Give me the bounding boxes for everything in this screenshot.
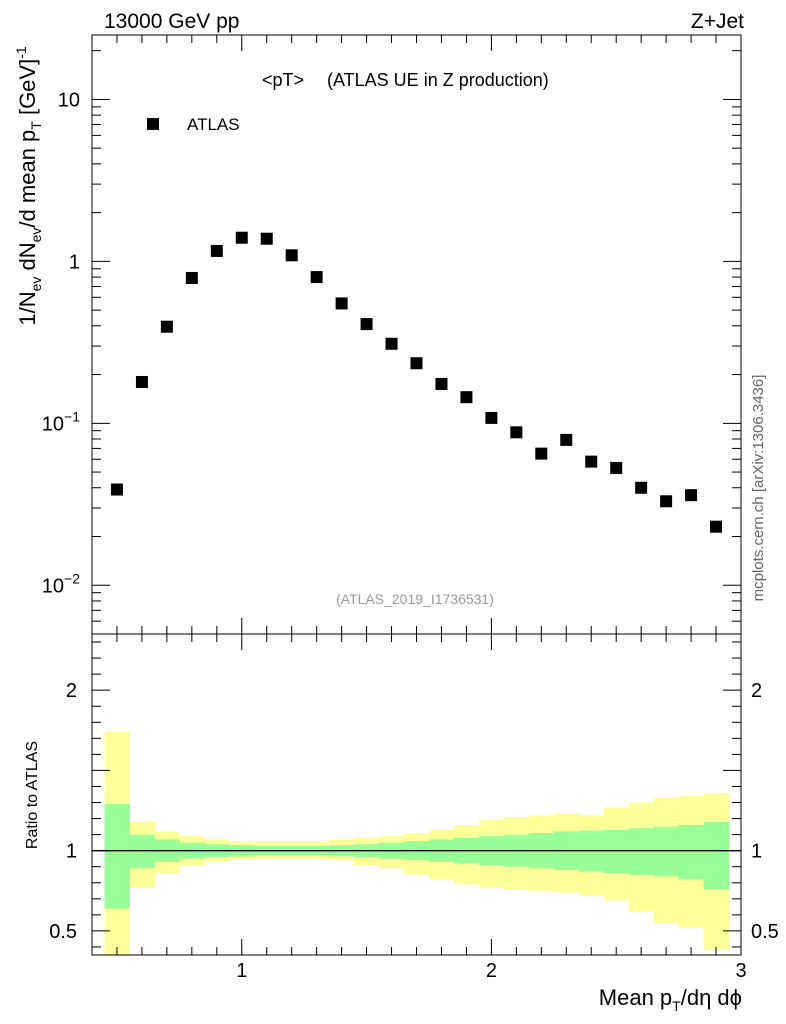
atlas-data-point xyxy=(310,271,323,284)
plot-title-main: <pT> xyxy=(262,70,304,90)
ratio-tick-label-right: 0.5 xyxy=(751,921,779,943)
atlas-data-point xyxy=(535,447,548,460)
ratio-tick-label-left: 1 xyxy=(66,841,77,863)
ratio-band-inner-bin xyxy=(603,829,630,874)
atlas-data-point xyxy=(135,375,148,388)
ratio-tick-label-right: 1 xyxy=(751,841,762,863)
atlas-data-point xyxy=(510,426,523,439)
ratio-tick-label-right: 2 xyxy=(751,680,762,702)
y-tick-label: 1 xyxy=(69,251,80,273)
ratio-panel: 1 2 30.5 0.51 12 2 xyxy=(49,633,779,982)
atlas-data-point xyxy=(685,489,698,502)
ratio-band-inner-bin xyxy=(104,804,130,909)
side-label: mcplots.cern.ch [arXiv:1306.3436] xyxy=(750,375,767,602)
header-right: Z+Jet xyxy=(691,10,744,33)
x-tick-label: 3 xyxy=(735,960,746,982)
plot-title-sub: (ATLAS UE in Z production) xyxy=(327,70,549,90)
atlas-data-point xyxy=(410,357,423,370)
ratio-band-inner-bin xyxy=(678,824,705,880)
ratio-axis-label: Ratio to ATLAS xyxy=(24,741,41,849)
ratio-tick-label-left: 0.5 xyxy=(49,921,77,943)
y-tick-label: 10−1 xyxy=(42,408,80,435)
x-axis-label: Mean pT/dη dϕ xyxy=(599,985,742,1014)
analysis-label: (ATLAS_2019_I1736531) xyxy=(336,591,494,607)
ratio-band-inner-bin xyxy=(703,821,730,890)
y-tick-label: 10−2 xyxy=(42,570,80,597)
ratio-band-inner-bin xyxy=(628,828,655,875)
ratio-tick-label-left: 2 xyxy=(66,680,77,702)
atlas-data-point xyxy=(610,461,623,474)
main-panel: 10−2 10−1 1 10 xyxy=(42,34,742,635)
legend-marker-atlas xyxy=(147,118,159,130)
atlas-data-point xyxy=(460,391,473,404)
atlas-data-point xyxy=(210,244,223,257)
atlas-data-point xyxy=(385,337,398,350)
atlas-data-point xyxy=(710,520,723,533)
atlas-data-point xyxy=(185,271,198,284)
y-tick-label: 10 xyxy=(58,89,80,111)
y-axis-label: 1/Nev dNev/d mean pT [GeV]-1 xyxy=(13,46,44,326)
header-left: 13000 GeV pp xyxy=(104,10,239,33)
atlas-data-point xyxy=(260,232,273,245)
atlas-data-point xyxy=(560,433,573,446)
atlas-data-point xyxy=(635,481,648,494)
atlas-data-point xyxy=(110,483,123,496)
ratio-bands xyxy=(104,731,730,955)
atlas-data-point xyxy=(335,297,348,310)
x-tick-label: 2 xyxy=(486,960,497,982)
ratio-band-inner-bin xyxy=(129,834,155,869)
x-tick-label: 1 xyxy=(236,960,247,982)
atlas-data-point xyxy=(235,231,248,244)
atlas-data-point xyxy=(360,318,373,331)
atlas-data-point xyxy=(585,455,598,468)
legend-label-atlas: ATLAS xyxy=(187,115,240,134)
ratio-band-inner-bin xyxy=(653,826,680,877)
atlas-data-point xyxy=(285,249,298,262)
atlas-data-point xyxy=(160,320,173,333)
atlas-data-point xyxy=(435,377,448,390)
atlas-data-point xyxy=(485,411,498,424)
atlas-data-point xyxy=(660,495,673,508)
